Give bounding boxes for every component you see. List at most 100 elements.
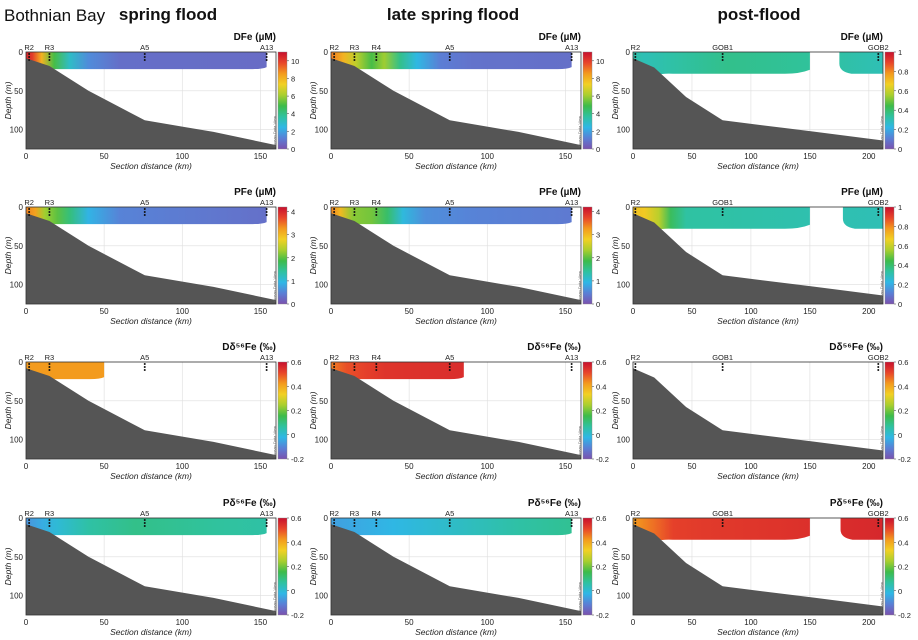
colorbar [884,51,895,150]
sample-point [143,53,146,55]
water-layer [331,207,572,237]
colorbar-tick-label: 4 [291,110,295,119]
x-tick-label: 0 [631,618,636,627]
colorbar [884,361,895,460]
colorbar-tick-label: -0.2 [596,455,609,464]
sample-point [375,208,378,210]
colorbar-tick-label: 0 [898,300,902,309]
sample-point [48,369,51,371]
station-label: R3 [350,43,360,52]
sample-point [570,208,573,210]
y-tick-label: 100 [617,592,631,601]
sample-point [570,363,573,365]
x-tick-label: 50 [405,152,414,161]
x-axis-label: Section distance (km) [110,316,192,326]
y-tick-label: 0 [324,203,329,212]
sample-point [877,211,880,213]
colorbar-tick-label: 0.4 [291,382,301,391]
y-axis-label: Depth (m) [3,391,13,429]
colorbar-tick-label: 10 [596,57,604,66]
x-tick-label: 150 [803,462,817,471]
sample-point [448,369,451,371]
x-tick-label: 0 [329,307,334,316]
y-axis-label: Depth (m) [308,236,318,274]
panel-title: PFe (µM) [234,187,276,198]
x-axis-label: Section distance (km) [110,627,192,637]
sample-point [634,363,637,365]
panel-title: Pδ⁵⁶Fe (‰) [223,498,276,509]
water-layer [331,52,572,82]
y-tick-label: 100 [315,281,329,290]
sample-point [48,522,51,524]
colorbar-tick-label: 6 [596,92,600,101]
colorbar-tick-label: 0.4 [898,538,908,547]
y-axis-label: Depth (m) [610,547,620,585]
sample-point [353,59,356,61]
plot-frame [330,361,582,460]
sample-point [570,59,573,61]
plot-frame [632,51,884,150]
sample-point [721,369,724,371]
x-tick-label: 100 [744,307,758,316]
x-tick-label: 100 [176,618,190,627]
sample-point [877,522,880,524]
y-tick-label: 0 [324,48,329,57]
sample-point [265,525,268,527]
x-tick-label: 50 [405,462,414,471]
sample-point [28,211,31,213]
station-label: A13 [565,509,578,518]
sample-point [28,59,31,61]
x-tick-label: 100 [176,462,190,471]
colorbar-tick-label: 0.6 [291,514,301,523]
sample-point [333,211,336,213]
sample-point [721,208,724,210]
sample-point [721,366,724,368]
sample-point [634,369,637,371]
x-tick-label: 100 [481,462,495,471]
sample-point [570,56,573,58]
sample-point [721,56,724,58]
station-label: R3 [45,198,55,207]
colorbar-tick-label: 0.6 [596,358,606,367]
sample-point [333,363,336,365]
plot-frame [330,51,582,150]
water-layer [26,518,267,548]
sample-point [375,363,378,365]
sample-point [570,519,573,521]
colorbar-tick-label: -0.2 [291,455,304,464]
sample-point [28,56,31,58]
y-tick-label: 100 [617,281,631,290]
station-label: GOB2 [868,198,889,207]
watermark-label: Ocean Data View [879,271,884,302]
y-tick-label: 50 [319,553,328,562]
sample-point [265,59,268,61]
sample-point [143,522,146,524]
colorbar [582,361,593,460]
x-tick-label: 150 [254,307,268,316]
colorbar-tick-label: 0.4 [898,382,908,391]
sample-point [375,519,378,521]
colorbar-tick-label: 0.4 [898,106,908,115]
sample-point [265,366,268,368]
sample-point [265,369,268,371]
colorbar-tick-label: 10 [291,57,299,66]
water-layer [331,518,572,548]
x-tick-label: 100 [481,618,495,627]
sample-point [333,525,336,527]
watermark-label: Ocean Data View [879,582,884,613]
sample-point [634,525,637,527]
sample-point [353,366,356,368]
colorbar-tick-label: 0 [596,587,600,596]
x-axis-label: Section distance (km) [110,471,192,481]
x-tick-label: 0 [329,462,334,471]
y-axis-label: Depth (m) [308,81,318,119]
sample-point [28,369,31,371]
colorbar-tick-label: 0 [291,300,295,309]
x-tick-label: 150 [559,152,573,161]
station-label: GOB2 [868,353,889,362]
sample-point [375,56,378,58]
colorbar-tick-label: 1 [596,277,600,286]
